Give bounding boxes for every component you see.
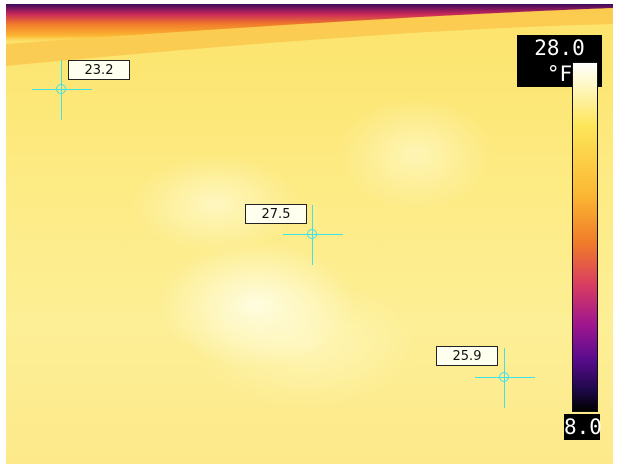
scale-min-label: 8.0 — [564, 414, 602, 440]
thermal-image — [6, 4, 613, 464]
spot-temperature-label: 23.2 — [68, 60, 130, 80]
temperature-colorbar — [572, 62, 598, 412]
crosshair-ring — [56, 84, 66, 94]
crosshair-ring — [499, 372, 509, 382]
hot-edge-band — [6, 4, 613, 66]
spot-temperature-label: 27.5 — [245, 204, 307, 224]
spot-temperature-label: 25.9 — [436, 346, 498, 366]
crosshair-ring — [307, 229, 317, 239]
